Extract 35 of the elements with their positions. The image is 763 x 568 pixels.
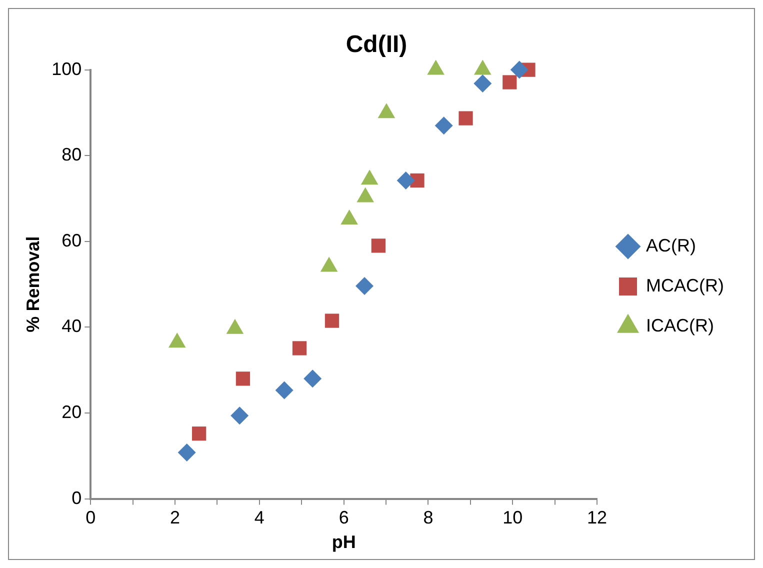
y-tick-label: 0	[72, 488, 82, 508]
y-tick-label: 100	[52, 58, 82, 79]
y-axis-title: % Removal	[22, 236, 43, 332]
point	[324, 314, 340, 328]
point	[230, 406, 249, 425]
point	[502, 75, 517, 90]
x-tick-label: 12	[587, 508, 608, 528]
x-tick-label: 4	[254, 508, 264, 528]
point	[396, 171, 415, 190]
point	[292, 341, 307, 356]
y-tick-label: 80	[62, 144, 82, 165]
legend-label: MCAC(R)	[646, 275, 724, 296]
x-tick-label: 6	[338, 508, 349, 528]
x-tick-label: 8	[423, 508, 434, 528]
point	[371, 238, 386, 253]
point	[458, 111, 473, 126]
legend-label: ICAC(R)	[646, 315, 714, 336]
point	[178, 443, 196, 462]
point	[356, 277, 374, 296]
point	[236, 372, 250, 386]
y-tick-label: 40	[62, 316, 82, 336]
x-tick-label: 0	[86, 508, 96, 528]
x-tick-label: 2	[170, 508, 180, 528]
point	[510, 60, 528, 79]
point	[192, 426, 206, 441]
point	[275, 381, 294, 400]
point	[474, 74, 492, 93]
y-tick-label: 60	[62, 230, 82, 250]
point	[434, 116, 453, 135]
y-tick-label: 20	[62, 402, 82, 422]
legend-label: AC(R)	[646, 235, 696, 256]
x-tick-label: 10	[502, 508, 523, 528]
point	[304, 370, 322, 388]
chart-title: Cd(II)	[346, 31, 408, 58]
x-axis-title: pH	[332, 532, 356, 552]
